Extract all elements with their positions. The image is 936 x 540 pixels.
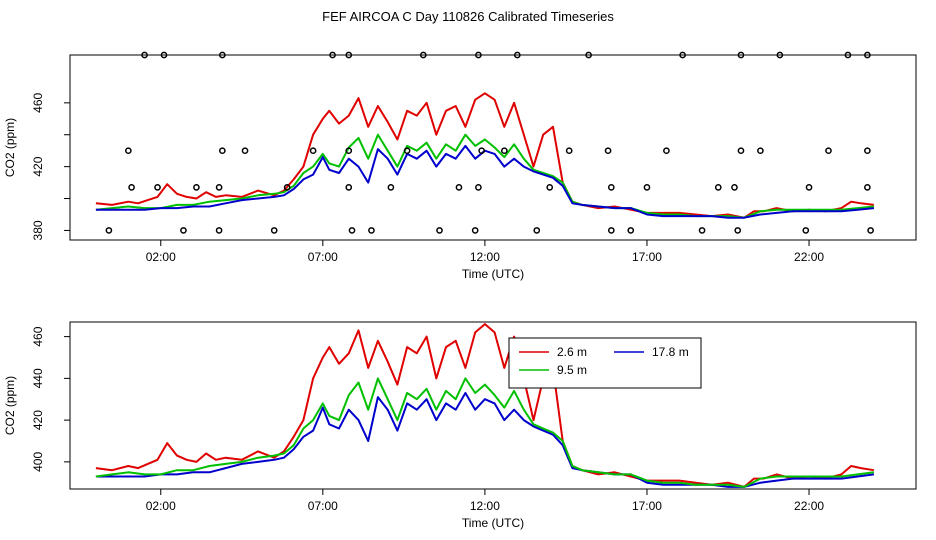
panel2-y-tick-label: 420 bbox=[31, 410, 45, 430]
panel1-data-point bbox=[663, 147, 670, 155]
panel1-data-point bbox=[345, 184, 353, 191]
panel1-data-point bbox=[864, 147, 871, 155]
panel1-data-point bbox=[348, 227, 356, 234]
panel1-y-tick-label: 460 bbox=[31, 93, 45, 113]
panel1-data-point bbox=[546, 184, 554, 191]
panel2-y-tick-label: 440 bbox=[31, 368, 45, 388]
panel1-data-point bbox=[627, 227, 635, 234]
panel1-data-point bbox=[864, 184, 871, 191]
panel1-data-point bbox=[329, 51, 336, 59]
panel1-data-point bbox=[180, 227, 187, 234]
panel1-data-point bbox=[105, 227, 113, 234]
panel1-data-point bbox=[436, 227, 443, 234]
panel1-data-point bbox=[283, 184, 291, 191]
panel1-data-point bbox=[737, 147, 745, 155]
panel1-group: 02:00 07:00 12:00 17:00 22:00 Time (UTC) 380 42… bbox=[3, 51, 917, 281]
panel1-data-point bbox=[607, 227, 615, 234]
panel1-data-point bbox=[737, 51, 745, 59]
panel1-x-tick-label: 07:00 bbox=[308, 250, 338, 264]
panel2-x-tick-label: 17:00 bbox=[632, 499, 662, 513]
legend-box bbox=[508, 337, 702, 389]
panel1-data-point bbox=[698, 227, 706, 234]
panel1-data-point bbox=[604, 147, 612, 155]
panel1-data-point bbox=[141, 51, 148, 59]
chart-title: FEF AIRCOA C Day 110826 Calibrated Times… bbox=[322, 9, 614, 24]
panel1-data-point bbox=[124, 147, 132, 155]
panel1-data-point bbox=[368, 227, 375, 234]
panel1-data-point bbox=[867, 227, 874, 234]
panel1-data-point bbox=[160, 51, 168, 59]
panel1-data-point bbox=[471, 227, 479, 234]
panel2-series-line-1 bbox=[95, 323, 875, 488]
panel1-data-point bbox=[513, 51, 521, 59]
panel1-data-point bbox=[585, 51, 592, 59]
panel1-data-point bbox=[218, 147, 226, 155]
panel2-y-axis-label: CO2 (ppm) bbox=[3, 376, 17, 435]
panel1-data-point bbox=[844, 51, 852, 59]
panel2-x-axis-label: Time (UTC) bbox=[462, 516, 524, 530]
panel1-data-point bbox=[565, 147, 573, 155]
legend-label-1: 2.6 m bbox=[557, 345, 587, 359]
panel1-data-point bbox=[128, 184, 135, 191]
panel2-series-line-2 bbox=[95, 392, 875, 488]
panel1-data-point bbox=[757, 147, 764, 155]
panel2-x-tick-label: 07:00 bbox=[308, 499, 338, 513]
panel1-data-point bbox=[825, 147, 832, 155]
panel1-data-point bbox=[805, 184, 813, 191]
panel1-data-point bbox=[218, 51, 226, 59]
panel1-data-point bbox=[679, 51, 686, 59]
panel1-data-point bbox=[215, 184, 223, 191]
panel1-data-point bbox=[345, 147, 353, 155]
panel1-data-point bbox=[193, 184, 200, 191]
panel1-x-tick-label: 17:00 bbox=[632, 250, 662, 264]
panel1-data-point bbox=[455, 184, 463, 191]
panel1-data-point bbox=[643, 184, 651, 191]
panel1-data-point bbox=[500, 147, 508, 155]
panel1-data-point bbox=[215, 227, 223, 234]
panel1-data-point bbox=[864, 51, 871, 59]
panel1-data-point bbox=[478, 147, 486, 155]
panel1-data-point bbox=[309, 147, 317, 155]
panel1-y-tick-label: 420 bbox=[31, 156, 45, 176]
panel1-x-axis-label: Time (UTC) bbox=[462, 267, 524, 281]
panel2-frame bbox=[69, 321, 917, 490]
panel1-data-point bbox=[403, 147, 411, 155]
panel1-data-point bbox=[419, 51, 427, 59]
panel2-x-tick-label: 02:00 bbox=[146, 499, 176, 513]
panel1-data-point bbox=[241, 147, 249, 155]
panel2-group: 02:00 07:00 12:00 17:00 22:00 Time (UTC) 400 42… bbox=[3, 321, 917, 530]
panel1-x-tick-label: 12:00 bbox=[470, 250, 500, 264]
legend-label-3: 9.5 m bbox=[557, 363, 587, 377]
panel1-data-point bbox=[387, 184, 395, 191]
panel1-data-point bbox=[533, 227, 541, 234]
panel1-series-line-3 bbox=[95, 144, 874, 219]
panel1-data-point bbox=[734, 227, 742, 234]
panel2-x-tick-label: 22:00 bbox=[794, 499, 824, 513]
panel1-data-point bbox=[607, 184, 615, 191]
panel1-x-tick-label: 02:00 bbox=[146, 250, 176, 264]
panel1-y-axis-label: CO2 (ppm) bbox=[3, 118, 17, 177]
panel1-data-point bbox=[475, 184, 482, 191]
panel1-data-point bbox=[475, 51, 482, 59]
panel1-data-point bbox=[345, 51, 353, 59]
panel2-x-tick-label: 12:00 bbox=[470, 499, 500, 513]
panel1-data-point bbox=[776, 51, 784, 59]
panel1-data-point bbox=[714, 184, 722, 191]
panel1-data-point bbox=[731, 184, 738, 191]
panel2-series-line-3 bbox=[95, 377, 875, 488]
panel1-x-tick-label: 22:00 bbox=[794, 250, 824, 264]
panel1-frame bbox=[69, 54, 917, 241]
panel1-series-line-1 bbox=[95, 92, 875, 219]
panel1-data-point bbox=[802, 227, 810, 234]
legend-label-2: 17.8 m bbox=[652, 345, 689, 359]
panel1-data-point bbox=[270, 227, 278, 234]
panel1-data-point bbox=[154, 184, 161, 191]
panel1-y-tick-label: 380 bbox=[31, 220, 45, 240]
panel2-y-tick-label: 460 bbox=[31, 326, 45, 346]
panel2-y-tick-label: 400 bbox=[31, 452, 45, 472]
